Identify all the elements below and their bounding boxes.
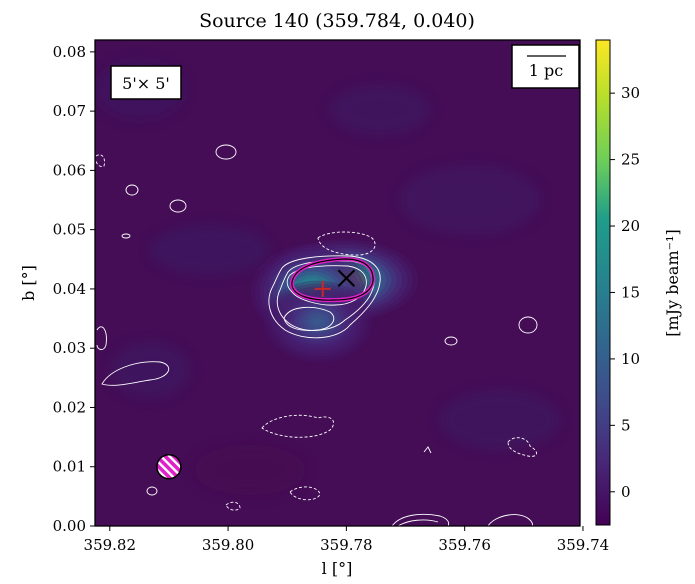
beam-ellipse <box>156 453 182 480</box>
scale-bar-label: 1 pc <box>529 61 564 80</box>
colorbar-tick-label: 5 <box>621 416 631 434</box>
colorbar-tick-label: 30 <box>621 84 640 102</box>
x-tick-label: 359.78 <box>320 536 373 554</box>
x-tick-label: 359.74 <box>557 536 610 554</box>
plot-frame <box>94 39 581 527</box>
field-size-box: 5'× 5' <box>110 65 182 100</box>
x-axis: 359.82 359.80 359.78 359.76 359.74 <box>84 526 610 554</box>
y-tick-label: 0.05 <box>53 221 86 239</box>
scale-bar-box: 1 pc <box>511 44 580 89</box>
colorbar-tick-label: 20 <box>621 217 640 235</box>
y-tick-label: 0.02 <box>53 398 86 416</box>
source-mask-inner-outline <box>291 258 374 301</box>
colorbar-tick-label: 10 <box>621 350 640 368</box>
x-tick-label: 359.82 <box>84 536 137 554</box>
x-axis-label: l [°] <box>322 559 353 578</box>
y-tick-label: 0.00 <box>53 517 86 535</box>
emission-blob-2-level-14 <box>307 288 317 296</box>
x-tick-label: 359.80 <box>202 536 255 554</box>
y-tick-label: 0.03 <box>53 339 86 357</box>
field-size-label: 5'× 5' <box>122 74 170 93</box>
y-tick-label: 0.08 <box>53 43 86 61</box>
peak-marker-stroke-b <box>337 269 356 287</box>
y-tick-label: 0.01 <box>53 458 86 476</box>
colorbar-tick-label: 0 <box>621 483 631 501</box>
colorbar-label: [mJy beam⁻¹] <box>663 229 682 336</box>
y-axis: 0.00 0.01 0.02 0.03 0.04 0.05 0.06 0.07 0.08 <box>53 43 95 535</box>
y-tick-label: 0.04 <box>53 280 86 298</box>
y-axis-label: b [°] <box>19 265 38 301</box>
colorbar-tick-label: 25 <box>621 151 640 169</box>
colorbar-tick-label: 15 <box>621 283 640 301</box>
y-tick-label: 0.06 <box>53 161 86 179</box>
colorbar-axis: 0 5 10 15 20 25 30 <box>610 84 640 501</box>
background-noise <box>95 60 560 495</box>
markers <box>314 269 356 297</box>
colorbar <box>595 39 611 526</box>
chart-title: Source 140 (359.784, 0.040) <box>199 10 475 32</box>
x-tick-label: 359.76 <box>438 536 491 554</box>
y-tick-label: 0.07 <box>53 102 86 120</box>
emission-blob-3-level-14 <box>314 318 322 325</box>
negative-contours <box>95 154 537 511</box>
